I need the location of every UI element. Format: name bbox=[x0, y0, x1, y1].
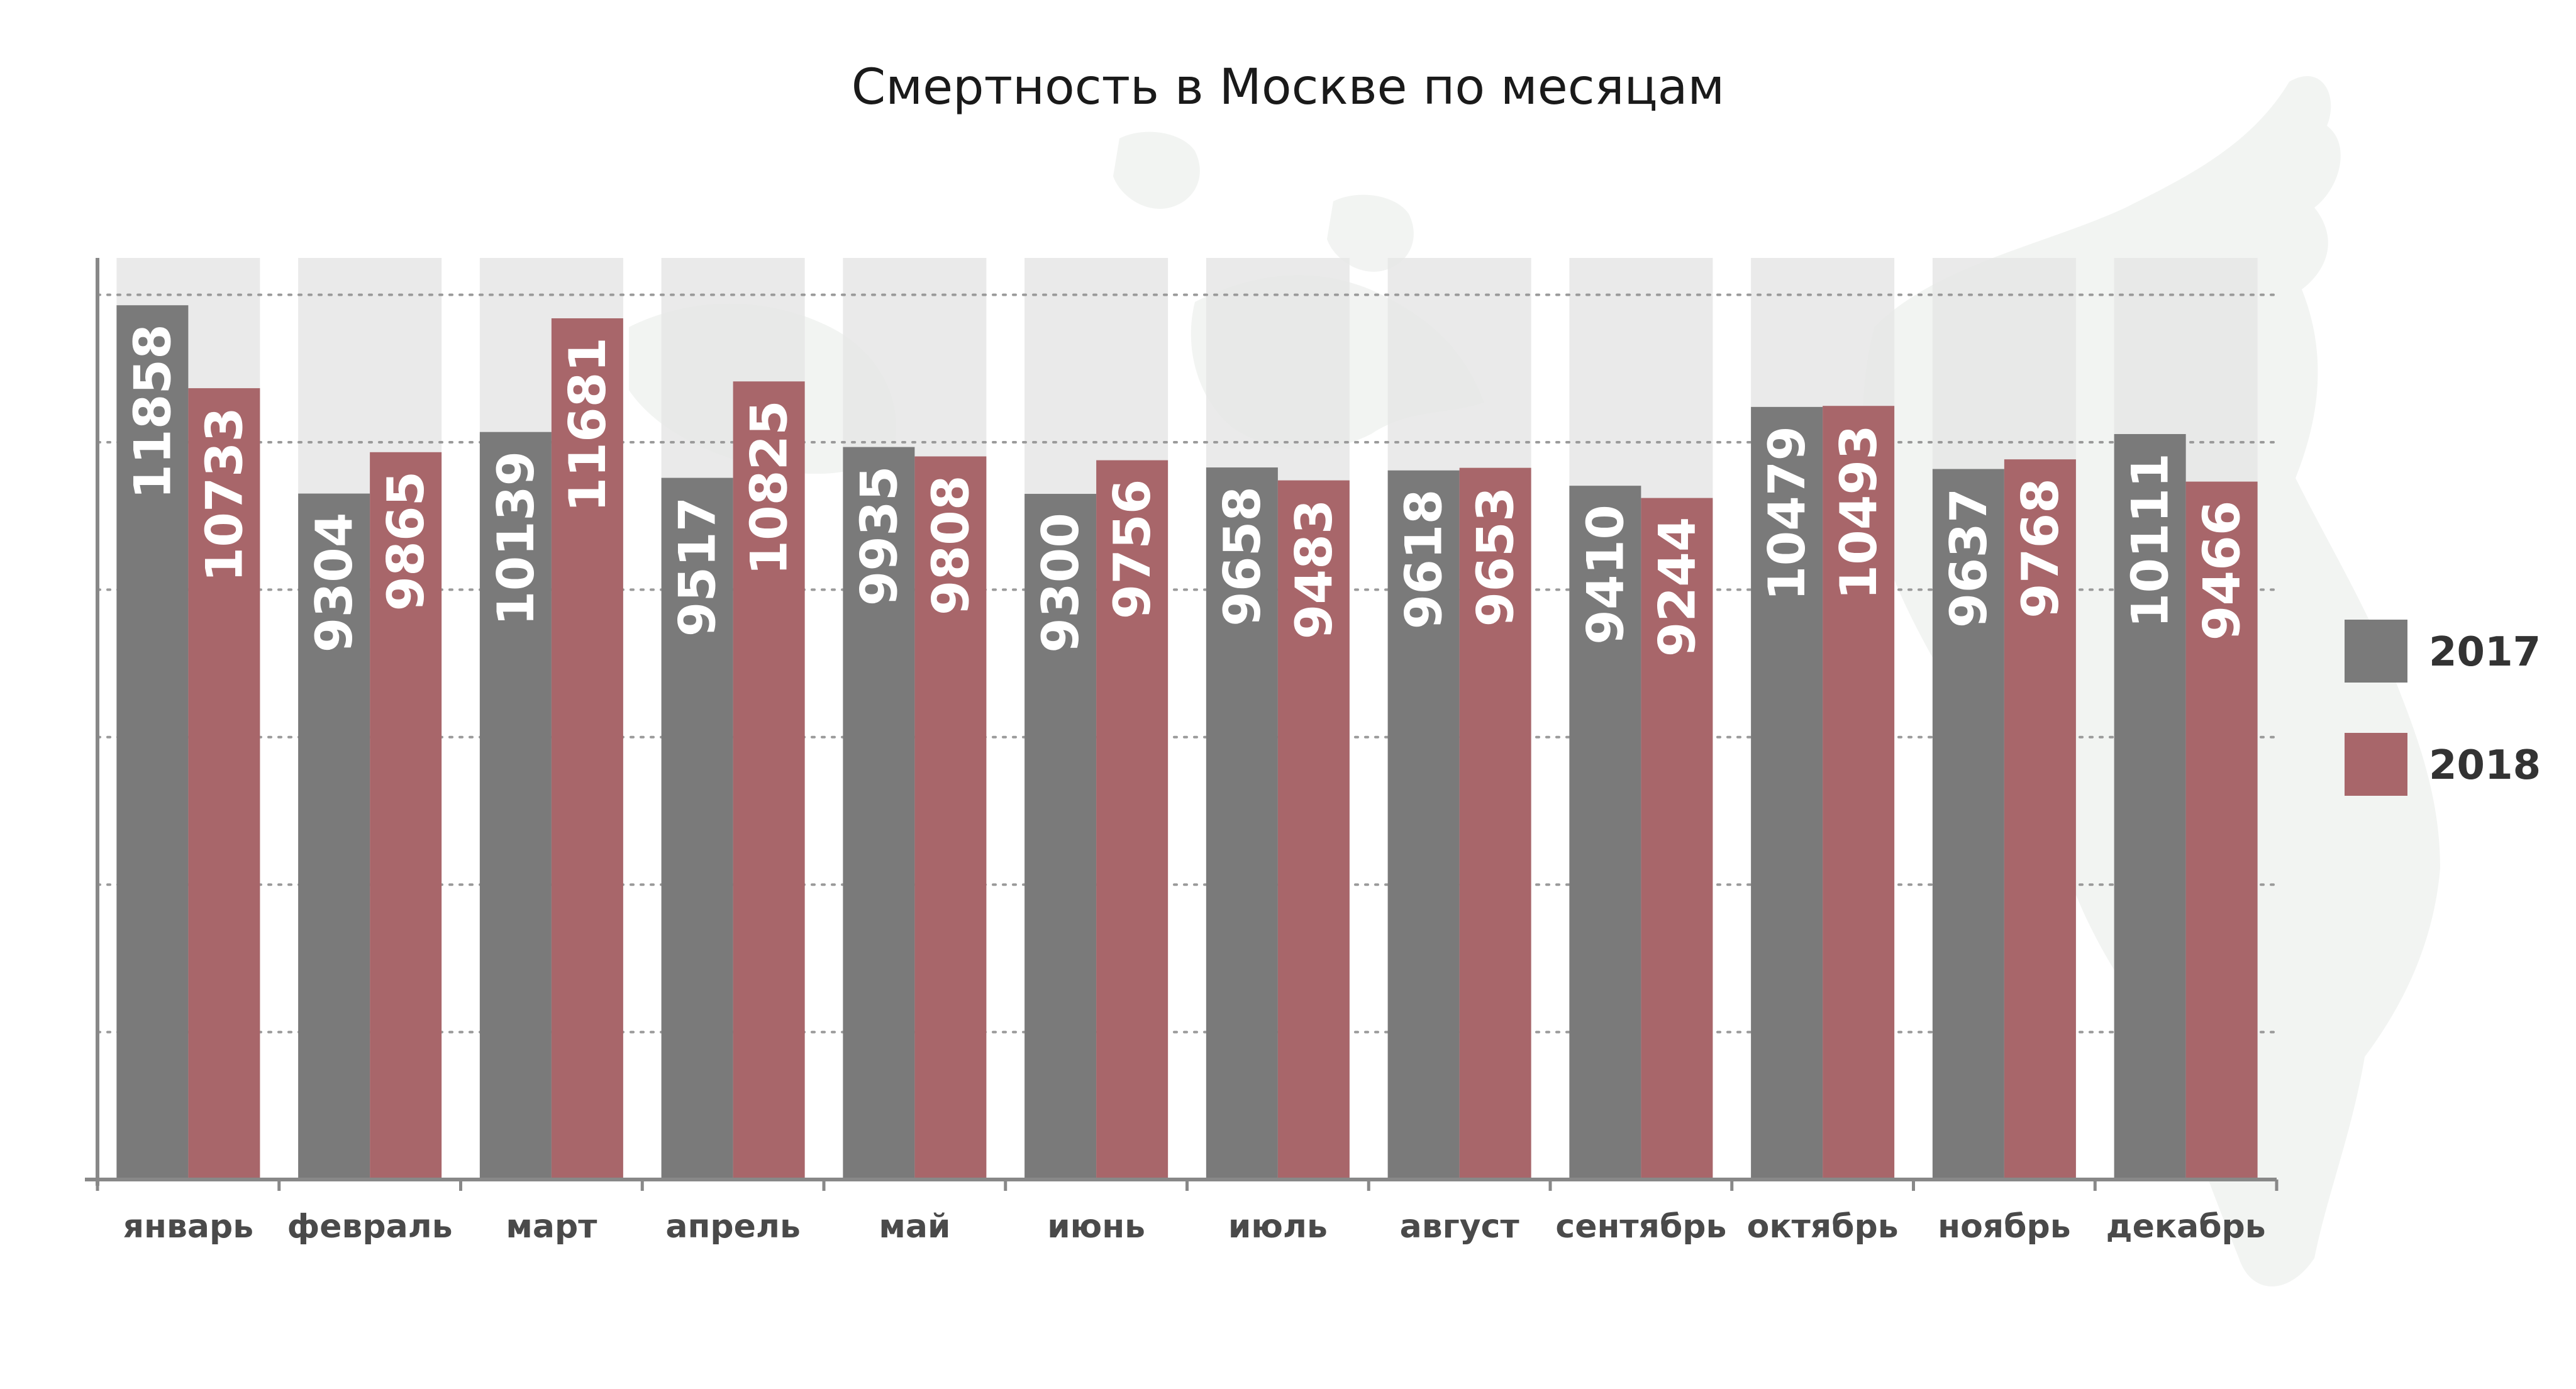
bar-2018 bbox=[1641, 498, 1713, 1180]
value-label: 9618 bbox=[1395, 489, 1453, 630]
value-label: 9865 bbox=[377, 471, 435, 611]
bar-2017 bbox=[298, 493, 370, 1180]
legend-label-2017: 2017 bbox=[2429, 629, 2541, 676]
bar-2018 bbox=[188, 388, 260, 1180]
category-label: июль bbox=[1228, 1208, 1328, 1246]
legend-swatch-2017 bbox=[2345, 620, 2407, 683]
bar-2018 bbox=[1459, 467, 1531, 1180]
bar-2018 bbox=[733, 381, 805, 1180]
legend: 2017 2018 bbox=[2345, 620, 2541, 796]
value-label: 9768 bbox=[2011, 478, 2070, 618]
bar-2018 bbox=[2004, 459, 2076, 1180]
bar-2018 bbox=[2185, 481, 2258, 1180]
value-label: 10111 bbox=[2121, 453, 2180, 628]
bar-2017 bbox=[1932, 469, 2004, 1180]
value-label: 9517 bbox=[669, 497, 727, 637]
category-label: январь bbox=[123, 1208, 253, 1246]
category-label: ноябрь bbox=[1938, 1208, 2070, 1246]
value-label: 9637 bbox=[1940, 488, 1998, 628]
category-label: декабрь bbox=[2106, 1208, 2266, 1246]
category-label: февраль bbox=[287, 1208, 453, 1246]
axes bbox=[85, 258, 2279, 1191]
bar-2018 bbox=[370, 452, 442, 1180]
bar-2018 bbox=[1096, 460, 1169, 1180]
bar-2017 bbox=[1024, 494, 1097, 1180]
bar-2017 bbox=[843, 447, 915, 1180]
value-label: 9483 bbox=[1285, 499, 1343, 640]
value-label: 9658 bbox=[1213, 486, 1272, 627]
value-label: 10825 bbox=[740, 400, 799, 575]
value-label: 9808 bbox=[921, 476, 980, 616]
value-label: 9935 bbox=[850, 466, 908, 606]
value-label: 9466 bbox=[2193, 501, 2251, 641]
bar-2018 bbox=[551, 318, 623, 1180]
legend-label-2018: 2018 bbox=[2429, 742, 2541, 789]
category-label: сентябрь bbox=[1555, 1208, 1726, 1246]
value-label: 9304 bbox=[305, 513, 364, 653]
bar-2017 bbox=[2114, 433, 2186, 1180]
bar-2017 bbox=[661, 477, 733, 1180]
value-label: 10733 bbox=[195, 407, 253, 582]
bar-2017 bbox=[1387, 470, 1460, 1180]
category-label: апрель bbox=[665, 1208, 800, 1246]
bar-2018 bbox=[1277, 480, 1350, 1180]
value-label: 10479 bbox=[1758, 426, 1816, 601]
chart-title: Смертность в Москве по месяцам bbox=[852, 59, 1724, 116]
value-label: 9653 bbox=[1467, 487, 1525, 627]
value-label: 9756 bbox=[1103, 479, 1162, 620]
value-label: 10139 bbox=[487, 451, 545, 626]
bar-2017 bbox=[1751, 406, 1823, 1180]
value-label: 9300 bbox=[1031, 513, 1090, 653]
category-labels: январь февраль март апрель май июнь июль август… bbox=[123, 1208, 2266, 1246]
value-label: 11858 bbox=[123, 324, 182, 499]
bar-2017 bbox=[1206, 467, 1278, 1180]
bar-2017 bbox=[1569, 486, 1641, 1180]
bar-2018 bbox=[914, 456, 987, 1180]
category-label: март bbox=[506, 1208, 597, 1246]
category-label: август bbox=[1400, 1208, 1519, 1246]
gridlines bbox=[96, 293, 2278, 1034]
value-label: 9244 bbox=[1648, 517, 1706, 657]
category-label: май bbox=[879, 1208, 950, 1246]
value-label: 11681 bbox=[558, 337, 617, 512]
bars bbox=[116, 305, 2258, 1180]
value-label: 10493 bbox=[1829, 425, 1888, 600]
category-label: июнь bbox=[1047, 1208, 1145, 1246]
legend-swatch-2018 bbox=[2345, 733, 2407, 796]
category-label: октябрь bbox=[1747, 1208, 1899, 1246]
value-labels: 11858 9304 10139 9517 9935 9300 9658 9618 9410 10… bbox=[123, 324, 2251, 657]
bar-2018 bbox=[1823, 406, 1895, 1180]
bar-2017 bbox=[479, 432, 552, 1180]
value-label: 9410 bbox=[1576, 505, 1635, 645]
bar-2017 bbox=[116, 305, 189, 1180]
